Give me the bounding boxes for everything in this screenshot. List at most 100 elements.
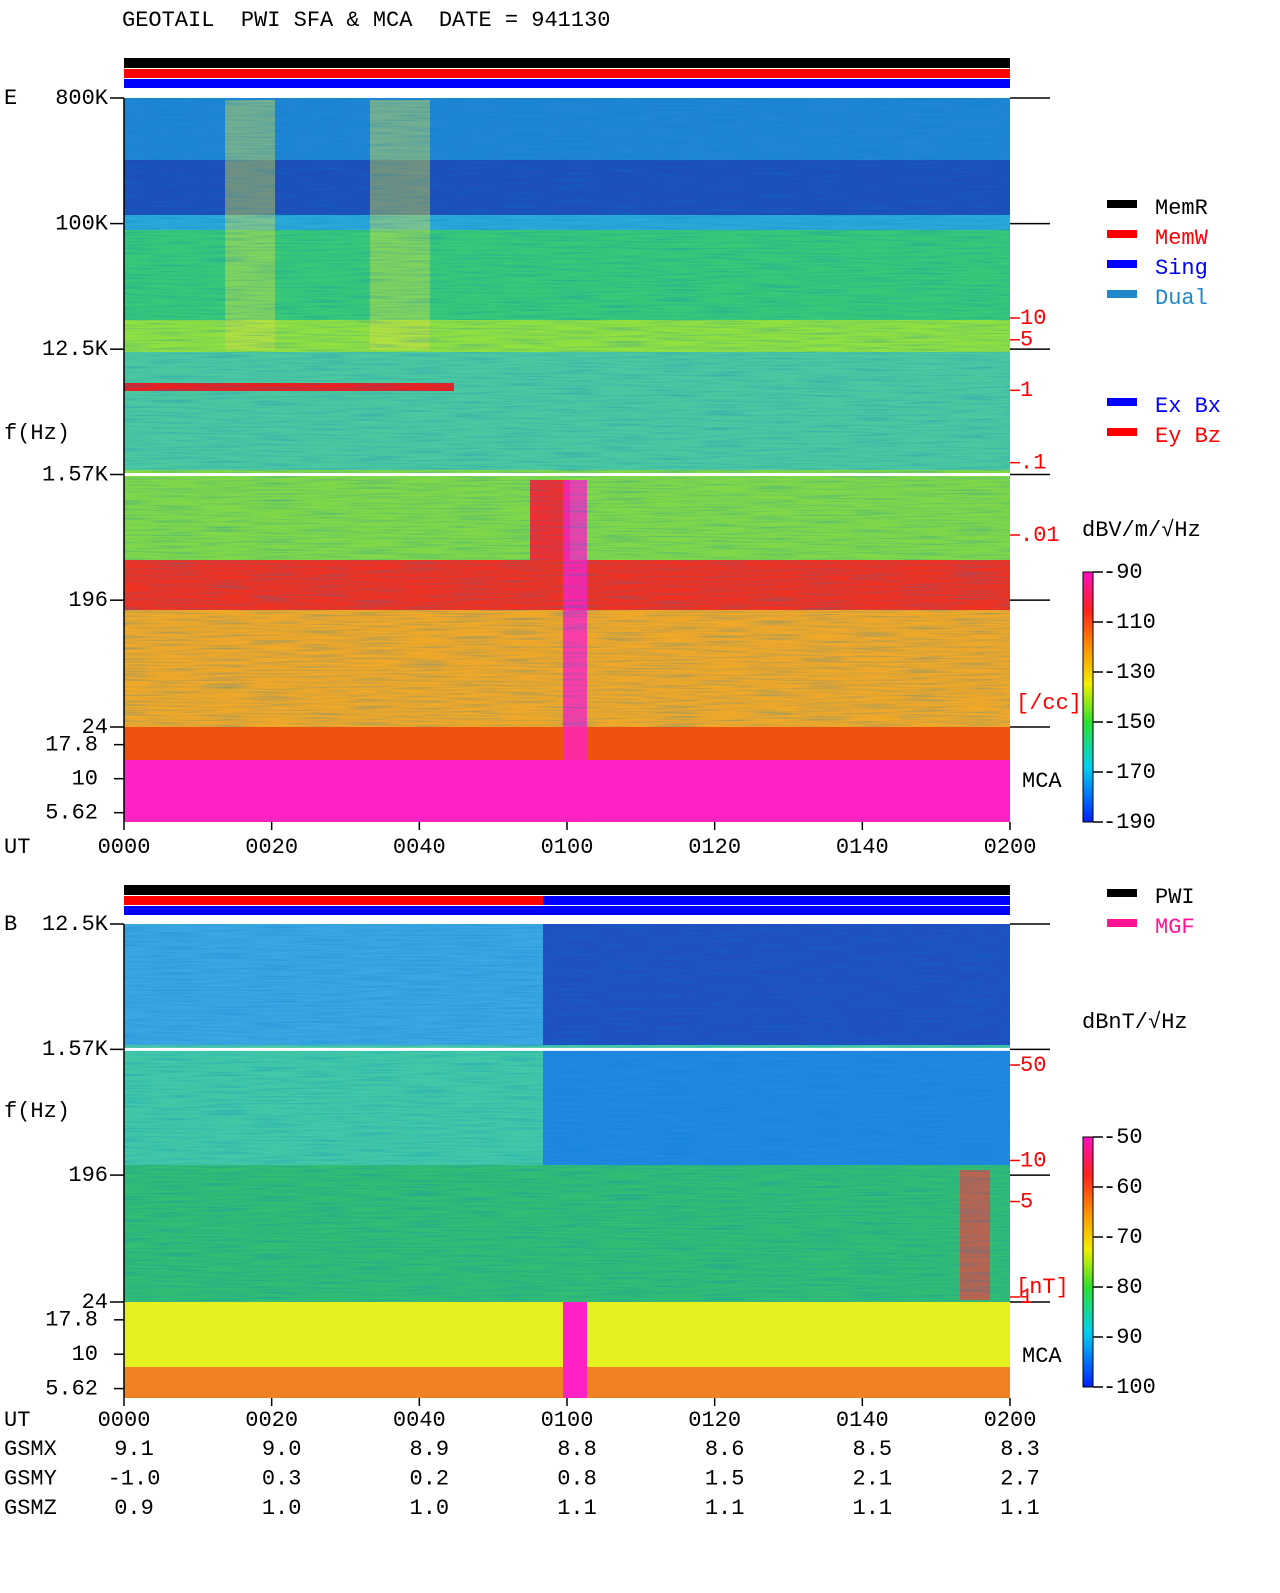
density-unit: [nT]: [1016, 1275, 1069, 1300]
colorbar-tick-label: -90: [1103, 1325, 1143, 1350]
x-tick-label: 0020: [245, 835, 298, 860]
x-tick-label: 0020: [245, 1408, 298, 1433]
status-bar: [124, 896, 543, 905]
mca-tick-label: 5.62: [45, 801, 98, 826]
mca-tick-label: 10: [72, 766, 98, 791]
x-tick-label: 0120: [688, 835, 741, 860]
colorbar: [1082, 1136, 1094, 1388]
panel-label: E: [4, 86, 17, 111]
orbit-label: GSMX: [4, 1437, 57, 1462]
density-tick-label: 5: [1020, 1189, 1033, 1214]
orbit-value: 8.3: [1000, 1437, 1040, 1462]
colorbar-label: dBV/m/√Hz: [1082, 518, 1201, 543]
legend-label: Ey Bz: [1155, 424, 1221, 449]
legend-swatch: [1107, 260, 1137, 268]
colorbar-tick-label: -80: [1103, 1275, 1143, 1300]
colorbar-tick-label: -150: [1103, 710, 1156, 735]
legend-label: MGF: [1155, 915, 1195, 940]
legend-swatch: [1107, 428, 1137, 436]
density-tick-label: 10: [1020, 1148, 1046, 1173]
x-tick-label: 0100: [541, 835, 594, 860]
density-tick-label: 10: [1020, 306, 1046, 331]
orbit-value: 1.1: [705, 1496, 745, 1521]
colorbar-tick-label: -110: [1103, 610, 1156, 635]
orbit-value: -1.0: [108, 1466, 161, 1491]
y-tick-label: 196: [68, 1163, 108, 1188]
colorbar-tick-label: -100: [1103, 1375, 1156, 1400]
orbit-value: 0.2: [410, 1466, 450, 1491]
orbit-value: 9.0: [262, 1437, 302, 1462]
y-tick-label: 100K: [55, 211, 109, 236]
status-bar: [124, 69, 1010, 78]
orbit-value: 8.6: [705, 1437, 745, 1462]
orbit-value: 1.0: [410, 1496, 450, 1521]
density-tick-label: .01: [1020, 523, 1060, 548]
x-tick-label: 0140: [836, 1408, 889, 1433]
density-tick-label: 5: [1020, 328, 1033, 353]
y-tick-label: 24: [82, 715, 108, 740]
y-tick-label: 196: [68, 588, 108, 613]
orbit-value: 1.1: [557, 1496, 597, 1521]
y-tick-label: 1.57K: [42, 1037, 109, 1062]
y-tick-label: 12.5K: [42, 912, 109, 937]
colorbar-tick-label: -50: [1103, 1125, 1143, 1150]
legend-swatch: [1107, 919, 1137, 927]
mca-tick-label: 10: [72, 1342, 98, 1367]
density-tick-label: 1: [1020, 1285, 1033, 1310]
orbit-value: 2.1: [853, 1466, 893, 1491]
colorbar-tick-label: -130: [1103, 660, 1156, 685]
colorbar-tick-label: -190: [1103, 810, 1156, 835]
x-axis-label: UT: [4, 835, 30, 860]
status-bar: [124, 79, 1010, 88]
density-tick-label: .1: [1020, 450, 1046, 475]
colorbar-tick-label: -70: [1103, 1225, 1143, 1250]
status-bar: [543, 896, 1010, 905]
orbit-value: 0.9: [114, 1496, 154, 1521]
status-bar: [124, 885, 1010, 895]
y-tick-label: 12.5K: [42, 337, 109, 362]
orbit-value: 2.7: [1000, 1466, 1040, 1491]
colorbar-tick-label: -60: [1103, 1175, 1143, 1200]
mca-tick-label: 17.8: [45, 1308, 98, 1333]
legend-swatch: [1107, 889, 1137, 897]
legend-swatch: [1107, 230, 1137, 238]
status-bar: [124, 58, 1010, 68]
mca-label: MCA: [1022, 1344, 1062, 1369]
y-axis-label: f(Hz): [4, 421, 70, 446]
legend-swatch: [1107, 200, 1137, 208]
orbit-value: 1.1: [853, 1496, 893, 1521]
orbit-value: 1.5: [705, 1466, 745, 1491]
mca-label: MCA: [1022, 769, 1062, 794]
y-tick-label: 800K: [55, 86, 109, 111]
density-tick-label: 1: [1020, 378, 1033, 403]
x-tick-label: 0040: [393, 1408, 446, 1433]
colorbar-label: dBnT/√Hz: [1082, 1010, 1188, 1035]
legend-label: Dual: [1155, 286, 1208, 311]
legend-label: Ex Bx: [1155, 394, 1221, 419]
legend-label: MemR: [1155, 196, 1208, 221]
colorbar: [1082, 571, 1094, 823]
legend-label: Sing: [1155, 256, 1208, 281]
y-tick-label: 24: [82, 1290, 108, 1315]
mca-tick-label: 5.62: [45, 1376, 98, 1401]
colorbar-tick-label: -170: [1103, 760, 1156, 785]
x-axis-label: UT: [4, 1408, 30, 1433]
orbit-label: GSMZ: [4, 1496, 57, 1521]
orbit-value: 1.1: [1000, 1496, 1040, 1521]
y-axis-label: f(Hz): [4, 1099, 70, 1124]
y-tick-label: 1.57K: [42, 462, 109, 487]
orbit-label: GSMY: [4, 1466, 57, 1491]
x-tick-label: 0140: [836, 835, 889, 860]
legend-label: PWI: [1155, 885, 1195, 910]
title: GEOTAIL PWI SFA & MCA DATE = 941130: [122, 8, 610, 33]
spike: [563, 1302, 587, 1398]
x-tick-label: 0040: [393, 835, 446, 860]
orbit-value: 8.9: [410, 1437, 450, 1462]
x-tick-label: 0000: [98, 1408, 151, 1433]
legend-swatch: [1107, 290, 1137, 298]
orbit-value: 8.8: [557, 1437, 597, 1462]
x-tick-label: 0100: [541, 1408, 594, 1433]
orbit-value: 9.1: [114, 1437, 154, 1462]
legend-label: MemW: [1155, 226, 1209, 251]
